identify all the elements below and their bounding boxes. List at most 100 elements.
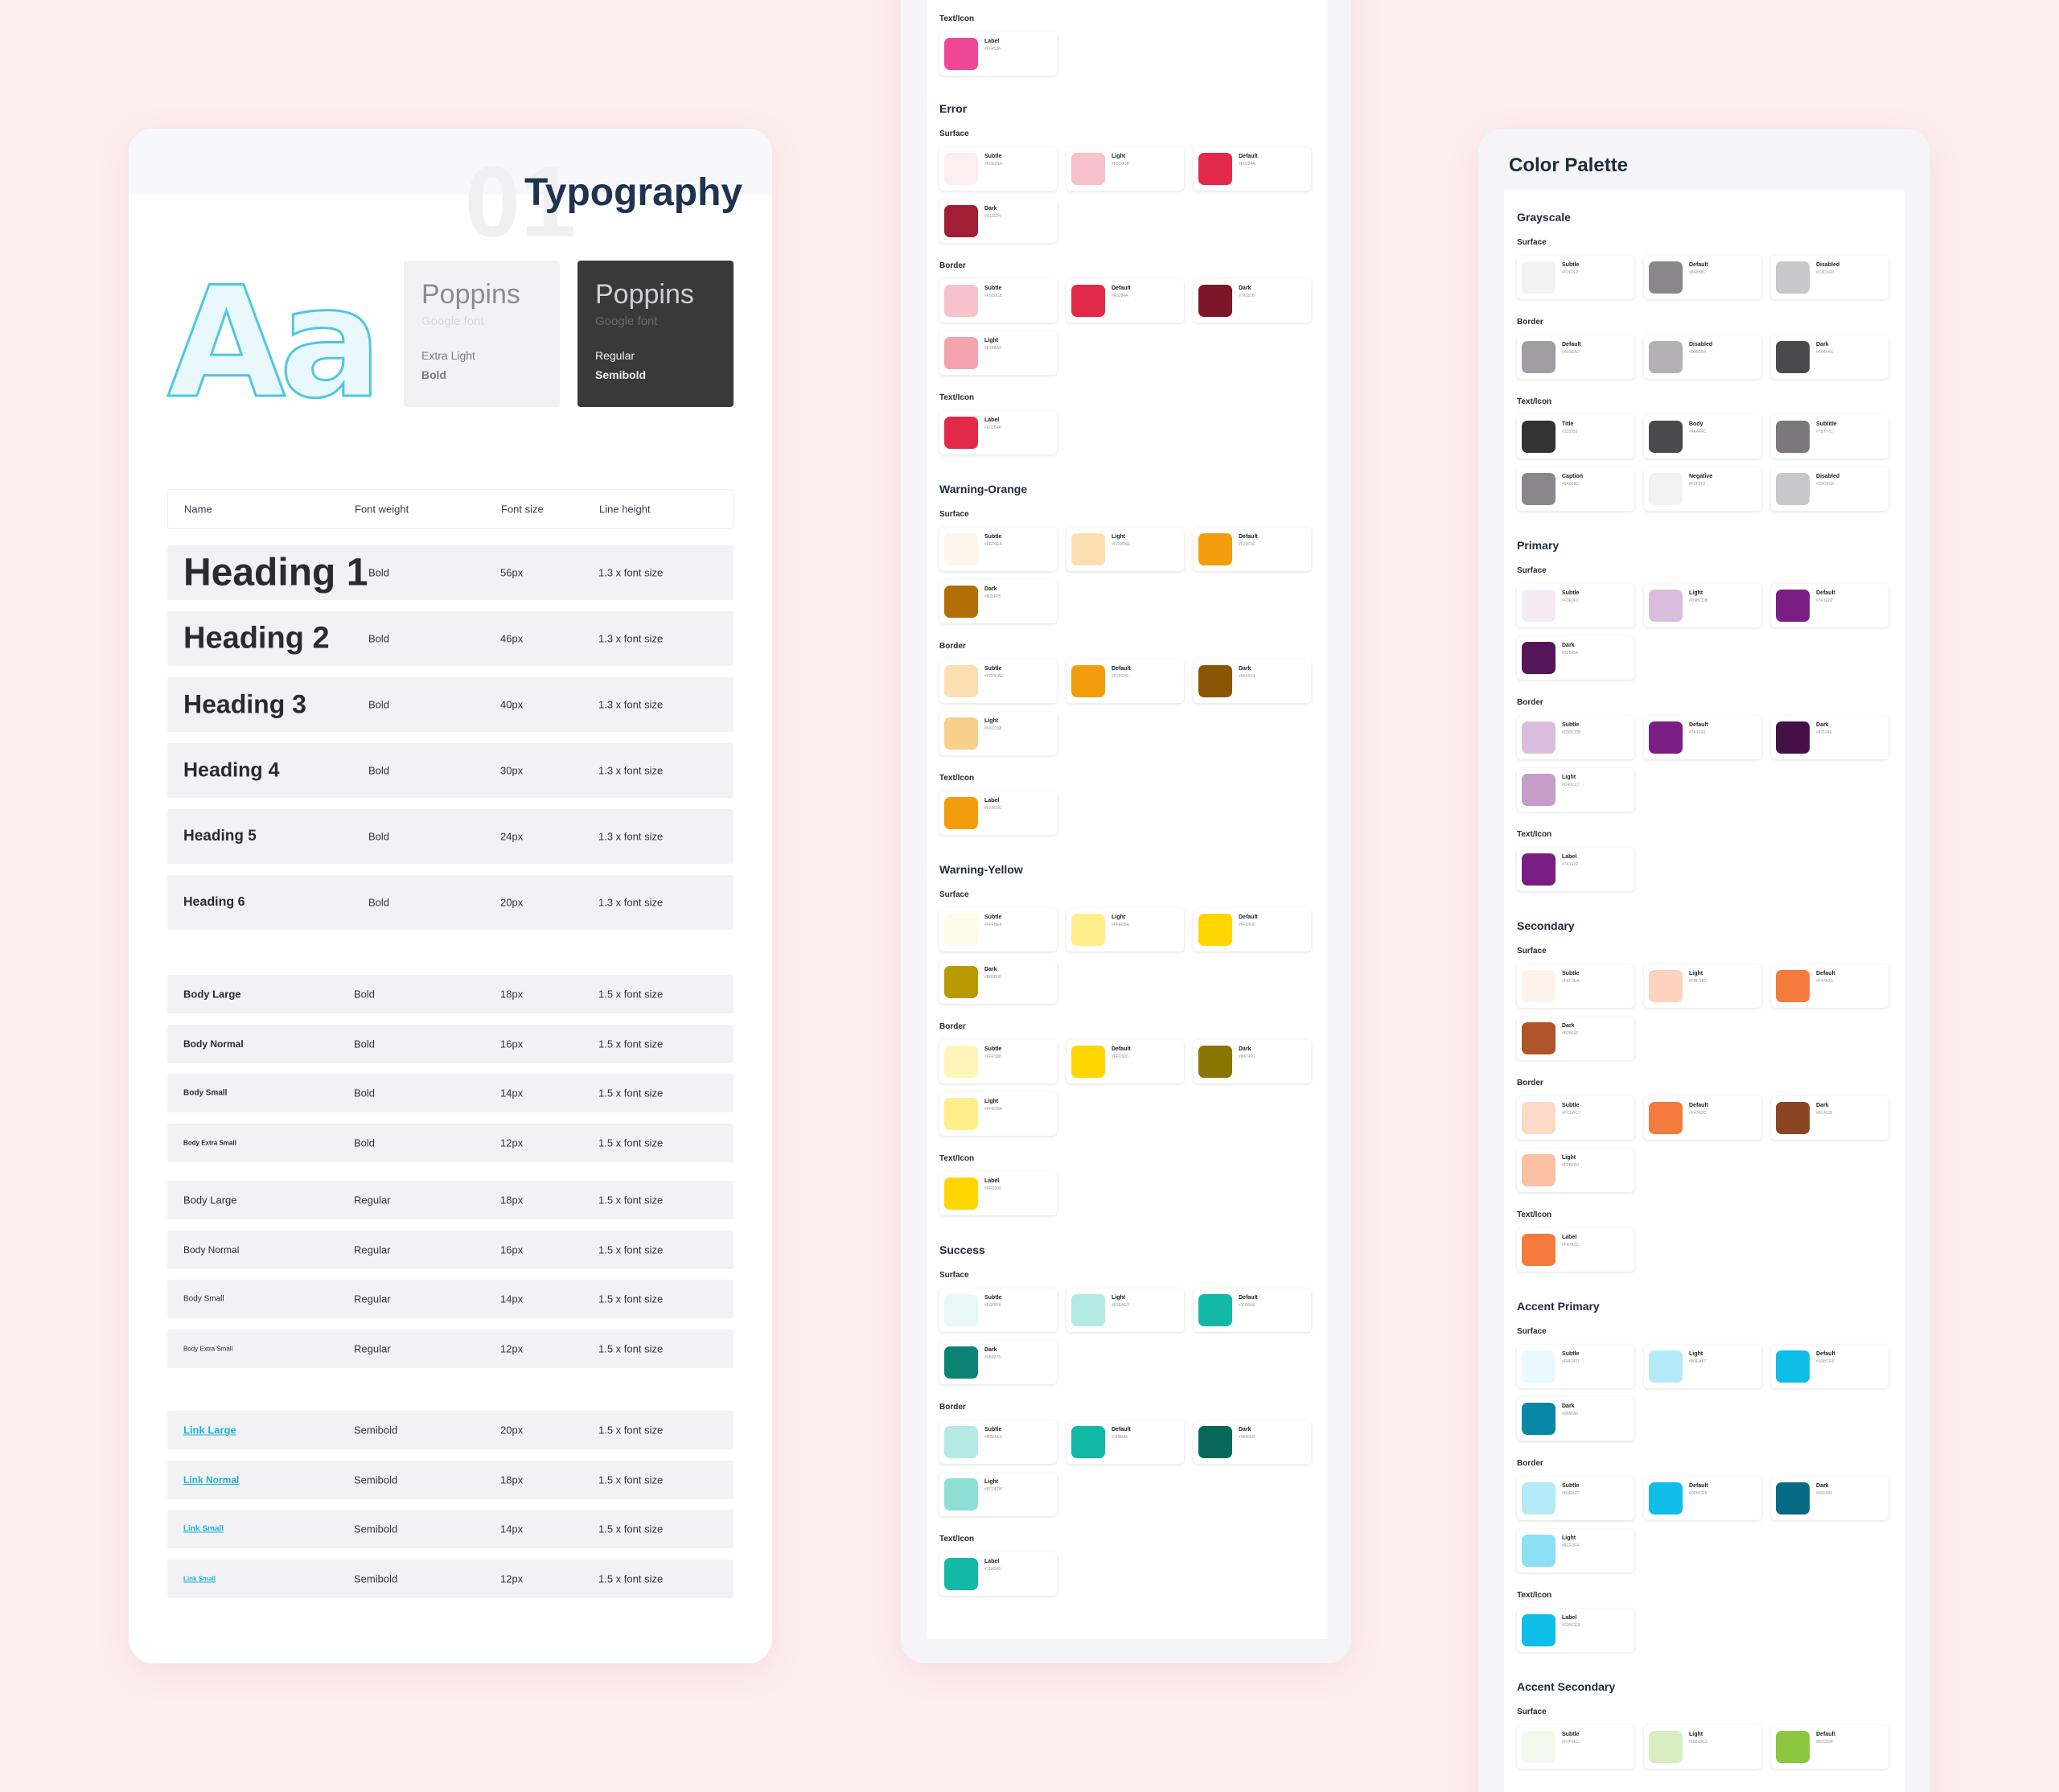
color-swatch[interactable]: Light #B3EAF7 (1644, 1345, 1761, 1388)
color-swatch[interactable]: Dark #431046 (1771, 716, 1888, 759)
color-swatch[interactable]: Label #F47A3C (1517, 1228, 1634, 1272)
color-swatch[interactable]: Default #7A1E82 (1644, 716, 1761, 759)
link-sample[interactable]: Link Small (183, 1524, 224, 1534)
color-swatch[interactable]: Label #E0284A (939, 411, 1057, 454)
color-swatch[interactable]: Dark #55145A (1517, 636, 1634, 680)
color-swatch[interactable]: Subtle #D9BCDB (1517, 716, 1634, 759)
color-swatch[interactable]: Subtle #FDEDEF (939, 147, 1057, 191)
color-swatch[interactable]: Body #4A4A4C (1644, 415, 1761, 458)
color-swatch[interactable]: Dark #8C4520 (1771, 1096, 1888, 1140)
color-swatch[interactable]: Light #8CDFD5 (939, 1473, 1057, 1516)
link-sample[interactable]: Link Normal (183, 1473, 240, 1486)
swatch-name: Dark (1239, 1427, 1251, 1432)
color-swatch[interactable]: Default #F47A3C (1644, 1096, 1761, 1140)
color-swatch[interactable]: Subtle #E6F8F6 (939, 1289, 1057, 1332)
color-swatch[interactable]: Light #D9EDC3 (1644, 1725, 1761, 1769)
color-swatch[interactable]: Light #D9BCDB (1644, 584, 1761, 627)
color-swatch[interactable]: Default #0DBCE8 (1771, 1345, 1888, 1388)
color-swatch[interactable]: Default #FFD600 (1194, 908, 1311, 951)
color-swatch[interactable]: Default #0DBCE8 (1644, 1477, 1761, 1520)
color-swatch[interactable]: Caption #8A858C (1517, 467, 1634, 511)
color-swatch[interactable]: Default #8A858C (1644, 256, 1761, 299)
color-swatch[interactable]: Subtle #FEF2EA (1517, 964, 1634, 1008)
color-swatch[interactable]: Subtitle #7B777C (1771, 415, 1888, 458)
color-swatch[interactable]: Light #F9CC88 (939, 712, 1057, 755)
color-swatch[interactable]: Dark #7A1526 (1194, 279, 1311, 323)
color-swatch[interactable]: Dark #066A84 (1771, 1477, 1888, 1520)
color-swatch[interactable]: Default #7A1E82 (1771, 584, 1888, 627)
color-swatch[interactable]: Dark #B25626 (1517, 1017, 1634, 1060)
color-swatch[interactable]: Default #11B8A6 (1194, 1289, 1311, 1332)
color-chip (1071, 533, 1105, 565)
swatch-name: Label (1562, 1235, 1577, 1240)
font-size-value: 18px (500, 988, 524, 1001)
color-swatch[interactable]: Subtle #FCDDAE (939, 660, 1057, 703)
color-swatch[interactable]: Subtle #F3E9F3 (1517, 584, 1634, 627)
color-swatch[interactable]: Default #E0284A (1066, 279, 1184, 323)
color-swatch[interactable]: Subtle #E8F9FD (1517, 1345, 1634, 1388)
color-swatch[interactable]: Dark #0B8275 (939, 1341, 1057, 1384)
color-swatch[interactable]: Negative #F2F2F2 (1644, 467, 1761, 511)
swatch-name: Dark (984, 1347, 997, 1353)
swatch-hex: #B3EAE3 (984, 1435, 1002, 1440)
color-swatch[interactable]: Light #F5C0C8 (1066, 147, 1184, 191)
swatch-name: Title (1562, 421, 1574, 427)
color-swatch[interactable]: Label #FFD600 (939, 1172, 1057, 1215)
color-swatch[interactable]: Subtle #FFF5B8 (939, 1040, 1057, 1083)
color-swatch[interactable]: Label #0DBCE8 (1517, 1609, 1634, 1652)
font-size-value: 12px (500, 1136, 524, 1149)
color-swatch[interactable]: Disabled #B3B1B4 (1644, 335, 1761, 379)
color-swatch[interactable]: Subtle #F2F2F2 (1517, 256, 1634, 299)
color-swatch[interactable]: Default #F47A3C (1771, 964, 1888, 1008)
swatch-name: Label (984, 417, 1000, 423)
color-swatch[interactable]: Subtle #FFFBE8 (939, 908, 1057, 951)
color-swatch[interactable]: Label #F0459A (939, 32, 1057, 76)
color-swatch[interactable]: Disabled #C8C6C8 (1771, 256, 1888, 299)
color-swatch[interactable]: Label #F29C0C (939, 791, 1057, 835)
font-size-value: 16px (500, 1038, 524, 1050)
swatch-name: Default (1816, 971, 1835, 976)
color-swatch[interactable]: Subtle #FCDAC7 (1517, 1096, 1634, 1140)
color-swatch[interactable]: Light #F29BA9 (939, 331, 1057, 375)
link-sample[interactable]: Link Large (183, 1424, 236, 1436)
color-swatch[interactable]: Subtle #B3EAE3 (939, 1420, 1057, 1464)
color-swatch[interactable]: Light #F9BFA0 (1517, 1149, 1634, 1192)
color-swatch[interactable]: Dark #B26F05 (939, 580, 1057, 623)
color-swatch[interactable]: Light #FFED8A (1066, 908, 1184, 951)
font-source: Google font (421, 314, 484, 329)
color-swatch[interactable]: Default #8CC63F (1771, 1725, 1888, 1769)
color-swatch[interactable]: Label #7A1E82 (1517, 848, 1634, 891)
color-swatch[interactable]: Disabled #C8C6C8 (1771, 467, 1888, 511)
color-swatch[interactable]: Dark #4A4A4C (1771, 335, 1888, 379)
color-swatch[interactable]: Light #C49CC7 (1517, 768, 1634, 812)
color-swatch[interactable]: Default #A19EA3 (1517, 335, 1634, 379)
color-swatch[interactable]: Dark #8A7400 (1194, 1040, 1311, 1083)
color-swatch[interactable]: Title #333333 (1517, 415, 1634, 458)
link-sample[interactable]: Link Small (183, 1575, 216, 1582)
color-swatch[interactable]: Default #F29C0C (1194, 528, 1311, 571)
color-swatch[interactable]: Dark #8A5504 (1194, 660, 1311, 703)
color-swatch[interactable]: Light #FCDDAE (1066, 528, 1184, 571)
color-swatch[interactable]: Dark #08665B (1194, 1420, 1311, 1464)
color-swatch[interactable]: Default #11B8A6 (1066, 1420, 1184, 1464)
font-weight-value: Semibold (354, 1424, 398, 1436)
color-swatch[interactable]: Dark #A11E34 (939, 199, 1057, 243)
section-number: 01 (465, 147, 576, 258)
swatch-name: Dark (1562, 1404, 1575, 1409)
color-swatch[interactable]: Subtle #FEF6EA (939, 528, 1057, 571)
color-swatch[interactable]: Light #FFED8A (939, 1092, 1057, 1136)
color-swatch[interactable]: Dark #B89B00 (939, 960, 1057, 1004)
color-swatch[interactable]: Default #FFD600 (1066, 1040, 1184, 1083)
color-swatch[interactable]: Default #E0284A (1194, 147, 1311, 191)
color-chip (1522, 473, 1556, 505)
color-swatch[interactable]: Dark #0886A6 (1517, 1397, 1634, 1441)
color-swatch[interactable]: Subtle #F5C0C8 (939, 279, 1057, 323)
color-swatch[interactable]: Light #FBD1BC (1644, 964, 1761, 1008)
color-swatch[interactable]: Label #11B8A6 (939, 1552, 1057, 1596)
color-swatch[interactable]: Default #F29C0C (1066, 660, 1184, 703)
color-swatch[interactable]: Light #B3EAE3 (1066, 1289, 1184, 1332)
swatch-name: Dark (984, 586, 997, 592)
color-swatch[interactable]: Light #8CE0F4 (1517, 1529, 1634, 1572)
color-swatch[interactable]: Subtle #B3EAF7 (1517, 1477, 1634, 1520)
color-swatch[interactable]: Subtle #F3F9EC (1517, 1725, 1634, 1769)
